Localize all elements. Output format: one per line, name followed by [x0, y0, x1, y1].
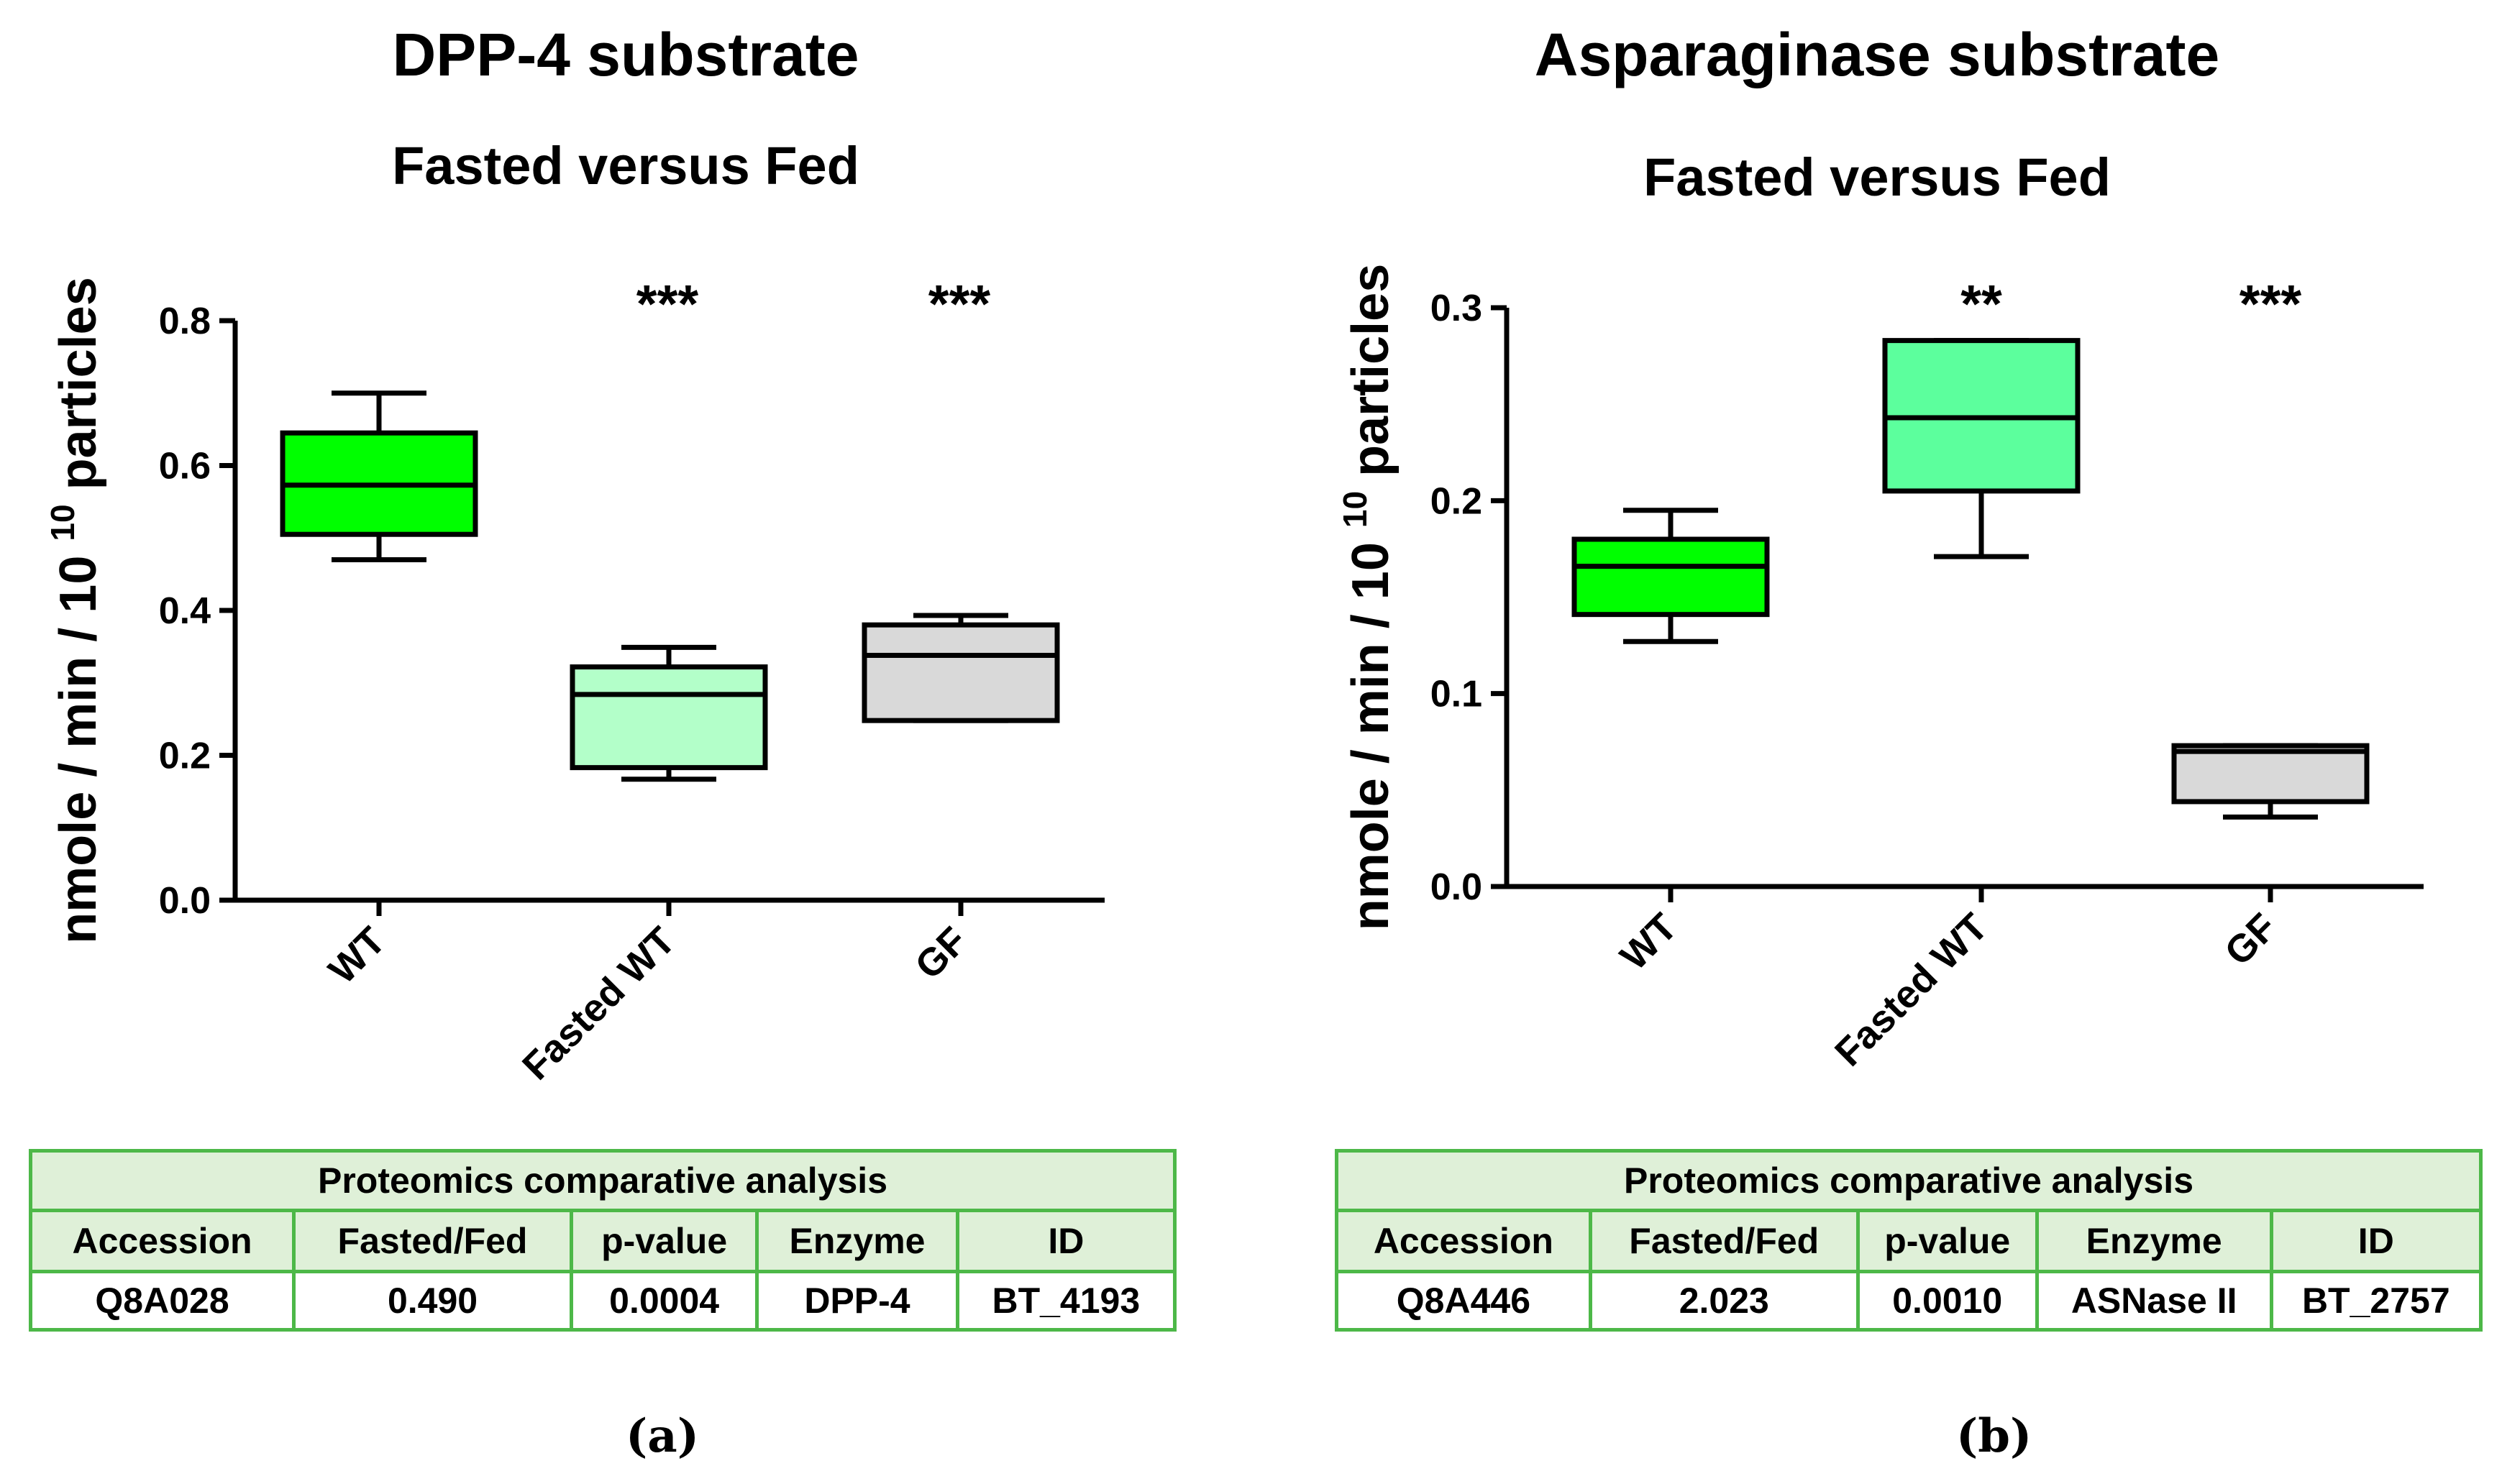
y-axis-label: nmole / min / 10 10 particles	[44, 277, 107, 944]
box	[2171, 743, 2370, 805]
box	[1571, 536, 1770, 618]
proteomics-table: Proteomics comparative analysis Accessio…	[1335, 1149, 2483, 1332]
y-tick-label: 0.8	[159, 301, 211, 342]
y-tick-label: 0.2	[159, 736, 211, 777]
table-cell: ASNase II	[2035, 1270, 2273, 1332]
significance-marker: **	[1960, 274, 2002, 334]
column-header: ID	[2269, 1209, 2483, 1273]
x-tick-label: Fasted WT	[1827, 905, 1996, 1074]
x-tick-label: GF	[907, 919, 975, 987]
table-cell: Q8A446	[1335, 1270, 1592, 1332]
panel-a: DPP-4 substrate Fasted versus Fed 0.0 0.2…	[28, 21, 1177, 1463]
y-axis-label: nmole / min / 10 10 particles	[1336, 264, 1400, 931]
significance-marker: ***	[636, 274, 699, 334]
box	[570, 664, 768, 771]
panel-title: DPP-4 substrate	[392, 21, 859, 88]
y-tick-label: 0.0	[1430, 866, 1482, 908]
table-cell: 0.490	[292, 1270, 573, 1332]
significance-marker: ***	[2240, 274, 2302, 334]
significance-marker: ***	[928, 274, 991, 334]
panel-caption: (a)	[626, 1409, 700, 1463]
table-cell: 2.023	[1588, 1270, 1860, 1332]
column-header: Fasted/Fed	[292, 1209, 573, 1273]
column-header: Fasted/Fed	[1588, 1209, 1860, 1273]
column-header: Enzyme	[2035, 1209, 2273, 1273]
y-tick-label: 0.6	[159, 446, 211, 487]
panel-caption: (b)	[1956, 1409, 2032, 1463]
x-tick-label: WT	[1612, 905, 1686, 979]
x-tick-label: WT	[321, 919, 394, 992]
table-header: Proteomics comparative analysis	[29, 1149, 1177, 1212]
table-cell: DPP-4	[755, 1270, 959, 1332]
proteomics-table: Proteomics comparative analysis Accessio…	[28, 1149, 1177, 1332]
table-cell: 0.0010	[1855, 1270, 2039, 1332]
box-plot-chart: 0.0 0.2 0.4 0.6 0.8 nmole / min / 10 10 parti…	[44, 274, 1105, 1089]
box	[862, 622, 1060, 723]
column-header: Accession	[28, 1209, 296, 1273]
chart-title: Fasted versus Fed	[392, 136, 859, 196]
table-cell: BT_2757	[2269, 1270, 2483, 1332]
panel-title: Asparaginase substrate	[1534, 21, 2220, 88]
column-header: ID	[955, 1209, 1177, 1273]
y-tick-label: 0.0	[159, 880, 211, 922]
column-header: p-value	[1855, 1209, 2039, 1273]
panel-b: Asparaginase substrate Fasted versus Fed…	[1251, 0, 2502, 1484]
table-cell: Q8A028	[28, 1270, 296, 1332]
column-header: p-value	[569, 1209, 759, 1273]
column-header: Enzyme	[755, 1209, 959, 1273]
table-cell: 0.0004	[569, 1270, 759, 1332]
box-plot-chart: 0.0 0.1 0.2 0.3 nmole / min / 10 10 particle…	[1336, 264, 2424, 1075]
y-tick-label: 0.3	[1430, 288, 1482, 329]
x-tick-label: Fasted WT	[514, 919, 683, 1088]
chart-title: Fasted versus Fed	[1643, 147, 2111, 207]
column-header: Accession	[1335, 1209, 1592, 1273]
table-cell: BT_4193	[955, 1270, 1177, 1332]
y-tick-label: 0.1	[1430, 674, 1482, 715]
x-tick-label: GF	[2216, 905, 2285, 974]
y-tick-label: 0.4	[159, 590, 211, 632]
y-tick-label: 0.2	[1430, 480, 1482, 522]
table-header: Proteomics comparative analysis	[1335, 1149, 2483, 1212]
